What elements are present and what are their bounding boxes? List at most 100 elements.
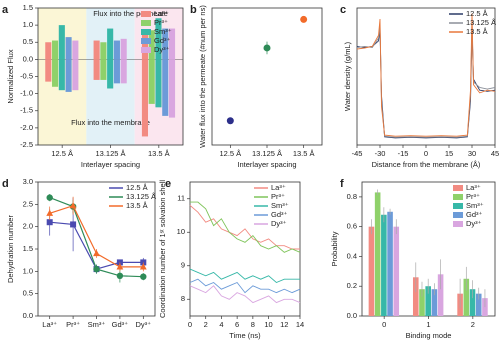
x-tick-label: La³⁺ <box>42 320 57 329</box>
bar <box>431 289 438 316</box>
y-tick-label: 0.5 <box>23 37 33 46</box>
bar <box>168 28 176 60</box>
bar <box>107 28 114 60</box>
legend-swatch <box>453 221 463 227</box>
y-tick-label: 1.5 <box>23 3 33 12</box>
point <box>226 117 234 125</box>
legend-label: 13.125 Å <box>126 192 156 201</box>
y-axis-label: Coordination number of 1ˢᵗ solvation she… <box>158 180 167 318</box>
y-tick-label: 0.2 <box>347 281 357 290</box>
line <box>356 13 496 137</box>
legend-label: La³⁺ <box>154 9 169 18</box>
legend-label: Dy³⁺ <box>154 45 170 54</box>
x-tick-label: 14 <box>296 320 304 329</box>
marker <box>140 273 147 280</box>
y-tick-label: 0.6 <box>347 222 357 231</box>
legend-swatch <box>453 185 463 191</box>
bar <box>65 37 72 60</box>
x-tick-label: 45 <box>491 149 499 158</box>
y-tick-label: -0.5 <box>20 71 33 80</box>
y-tick-label: 2.5 <box>23 199 33 208</box>
legend-label: 12.5 Å <box>126 183 148 192</box>
bar <box>155 59 162 108</box>
panel-label: e <box>165 178 171 190</box>
y-tick-label: 9 <box>181 261 185 270</box>
bar <box>463 278 470 316</box>
x-tick-label: 6 <box>235 320 239 329</box>
panel-label: c <box>340 4 346 16</box>
marker <box>69 202 77 209</box>
bar <box>155 18 162 60</box>
x-tick-label: Sm³⁺ <box>88 320 106 329</box>
y-tick-label: 0.8 <box>347 192 357 201</box>
bar <box>113 59 120 84</box>
bar <box>162 28 169 60</box>
legend-label: Dy³⁺ <box>271 219 287 228</box>
bar <box>475 293 482 316</box>
bar <box>58 25 65 60</box>
y-axis-label: Water flux into the permeate (#num per n… <box>198 5 207 148</box>
legend-label: La³⁺ <box>466 183 481 192</box>
panel-label: a <box>2 4 9 16</box>
x-tick-label: 13.125 Å <box>252 149 282 158</box>
line <box>189 268 300 284</box>
legend-swatch <box>141 11 151 17</box>
x-tick-label: Pr³⁺ <box>66 320 80 329</box>
annotation: Flux into the permeate <box>93 9 168 18</box>
y-tick-label: -2.0 <box>20 123 33 132</box>
line <box>49 221 144 270</box>
x-axis-label: Distance from the membrane (Å) <box>372 160 481 169</box>
bar <box>72 59 79 91</box>
x-tick-label: 2 <box>471 320 475 329</box>
bar <box>141 59 149 137</box>
legend-label: 12.5 Å <box>466 9 488 18</box>
x-tick-label: 0 <box>188 320 192 329</box>
panel-label: b <box>190 4 197 16</box>
legend-swatch <box>141 47 151 53</box>
x-axis-label: Interlayer spacing <box>237 160 296 169</box>
marker <box>70 221 77 228</box>
y-tick-label: 0.0 <box>23 54 33 63</box>
legend-label: 13.5 Å <box>126 201 148 210</box>
bar <box>100 42 107 60</box>
bar <box>437 274 444 316</box>
legend-label: Pr³⁺ <box>271 192 285 201</box>
y-tick-label: 8 <box>181 294 185 303</box>
y-axis-label: Water density (g/mL) <box>343 41 352 111</box>
legend-label: Sm³⁺ <box>271 201 289 210</box>
bar <box>387 211 393 316</box>
marker <box>116 263 124 270</box>
x-tick-label: 12 <box>280 320 288 329</box>
bar <box>393 226 400 316</box>
marker <box>93 265 100 273</box>
legend-label: Sm³⁺ <box>466 201 484 210</box>
panel-label: d <box>2 178 9 190</box>
x-axis-label: Time (ns) <box>229 331 261 340</box>
point <box>300 15 308 23</box>
bar <box>469 289 476 316</box>
bar <box>113 40 120 60</box>
bar <box>412 277 419 316</box>
bar <box>162 59 169 116</box>
bar <box>374 192 381 316</box>
y-tick-label: 3.0 <box>23 177 33 186</box>
legend-swatch <box>141 29 151 35</box>
point <box>263 44 271 52</box>
y-tick-label: -2.5 <box>20 140 33 149</box>
legend-label: Gd³⁺ <box>271 210 288 219</box>
plot-frame <box>211 7 323 146</box>
x-tick-label: Gd³⁺ <box>112 320 129 329</box>
marker <box>116 272 124 279</box>
legend-label: 13.5 Å <box>466 27 488 36</box>
bar <box>425 286 431 316</box>
line <box>189 205 300 250</box>
x-tick-label: -15 <box>398 149 409 158</box>
bar <box>65 59 72 92</box>
x-tick-label: 15 <box>445 149 453 158</box>
y-tick-label: 0.5 <box>23 289 33 298</box>
legend-label: La³⁺ <box>271 183 286 192</box>
line <box>190 201 301 253</box>
x-tick-label: 4 <box>219 320 223 329</box>
bar <box>368 226 375 316</box>
legend-swatch <box>141 20 151 26</box>
